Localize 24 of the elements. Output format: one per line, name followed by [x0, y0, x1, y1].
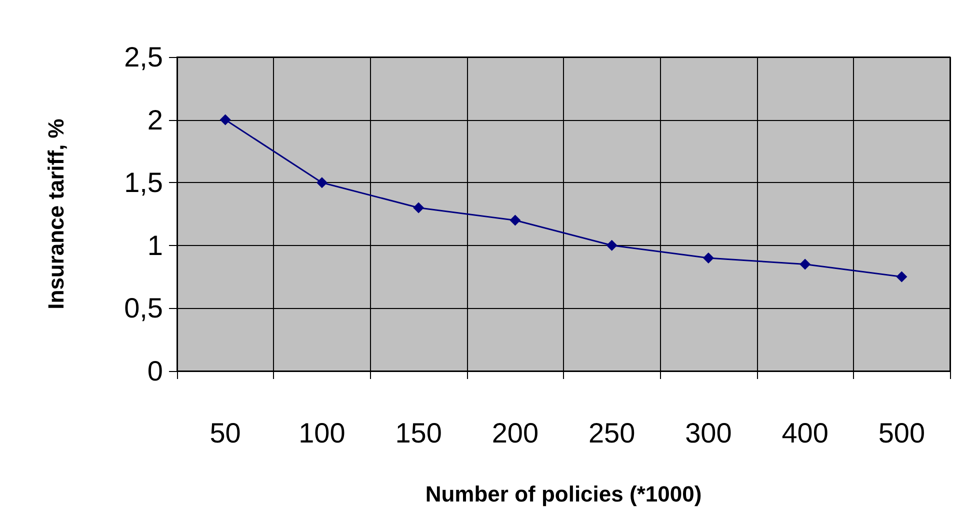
point [316, 177, 328, 188]
y-tick-label: 0,5 [124, 292, 163, 324]
x-tick-label: 500 [878, 418, 926, 448]
point [510, 214, 521, 226]
point [413, 202, 424, 214]
y-tick-label: 2,5 [124, 42, 163, 72]
x-tick-label: 400 [782, 418, 828, 448]
x-tick-label: 250 [588, 418, 636, 448]
point [800, 258, 811, 270]
y-tick-label: 1 [147, 230, 163, 261]
x-tick-label: 200 [492, 418, 539, 448]
x-tick-label: 100 [298, 418, 346, 448]
point [220, 114, 231, 126]
x-tick-label: 150 [395, 418, 442, 448]
point [606, 240, 618, 251]
y-tick-label: 1,5 [124, 167, 163, 198]
y-tick-label: 0 [147, 356, 163, 386]
point [896, 271, 908, 282]
x-tick-label: 50 [210, 418, 241, 448]
y-tick-label: 2 [147, 104, 163, 136]
y-axis-title: Insurance tariff, % [44, 118, 68, 310]
point [702, 252, 714, 264]
x-axis-title: Number of policies (*1000) [425, 482, 702, 506]
x-tick-label: 300 [685, 418, 732, 448]
